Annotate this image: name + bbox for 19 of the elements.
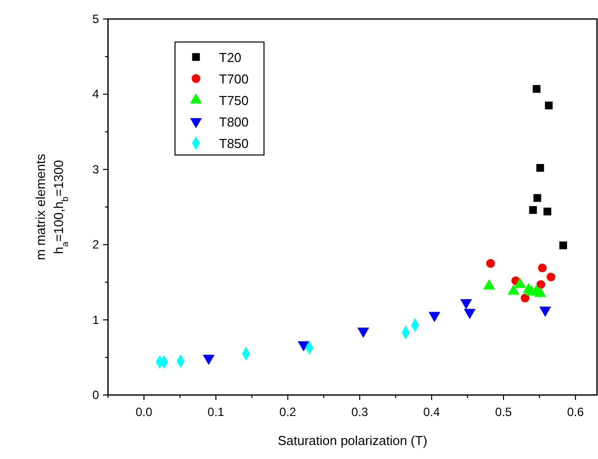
y-tick-label: 4 xyxy=(92,87,100,102)
legend-label: T700 xyxy=(219,72,249,86)
x-tick-label: 0.6 xyxy=(567,405,584,419)
x-axis-title: Saturation polarization (T) xyxy=(278,433,428,448)
x-tick-label: 0.0 xyxy=(136,405,153,419)
legend-label: T850 xyxy=(219,136,249,151)
x-tick-label: 0.4 xyxy=(423,405,440,419)
y-tick-label: 0 xyxy=(92,388,100,402)
y-tick-label: 5 xyxy=(92,12,100,26)
legend-label: T750 xyxy=(219,93,249,108)
y-tick-label: 1 xyxy=(92,312,100,327)
y-tick-label: 3 xyxy=(92,162,100,176)
x-tick-label: 0.2 xyxy=(279,405,296,419)
legend-label: T20 xyxy=(219,50,242,65)
x-tick-label: 0.1 xyxy=(208,405,225,419)
y-tick-label: 2 xyxy=(92,238,100,252)
x-tick-label: 0.3 xyxy=(351,405,368,419)
x-tick-label: 0.5 xyxy=(495,405,512,419)
legend-label: T800 xyxy=(219,114,249,130)
